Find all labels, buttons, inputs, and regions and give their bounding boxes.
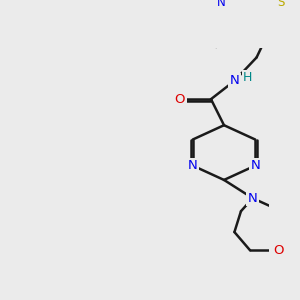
Text: H: H [243,71,253,84]
Text: O: O [274,244,284,257]
Text: O: O [174,93,185,106]
Text: N: N [248,192,258,205]
Text: S: S [278,0,285,9]
Text: N: N [217,0,226,9]
Text: N: N [230,74,239,87]
Text: N: N [188,159,198,172]
Text: N: N [250,159,260,172]
